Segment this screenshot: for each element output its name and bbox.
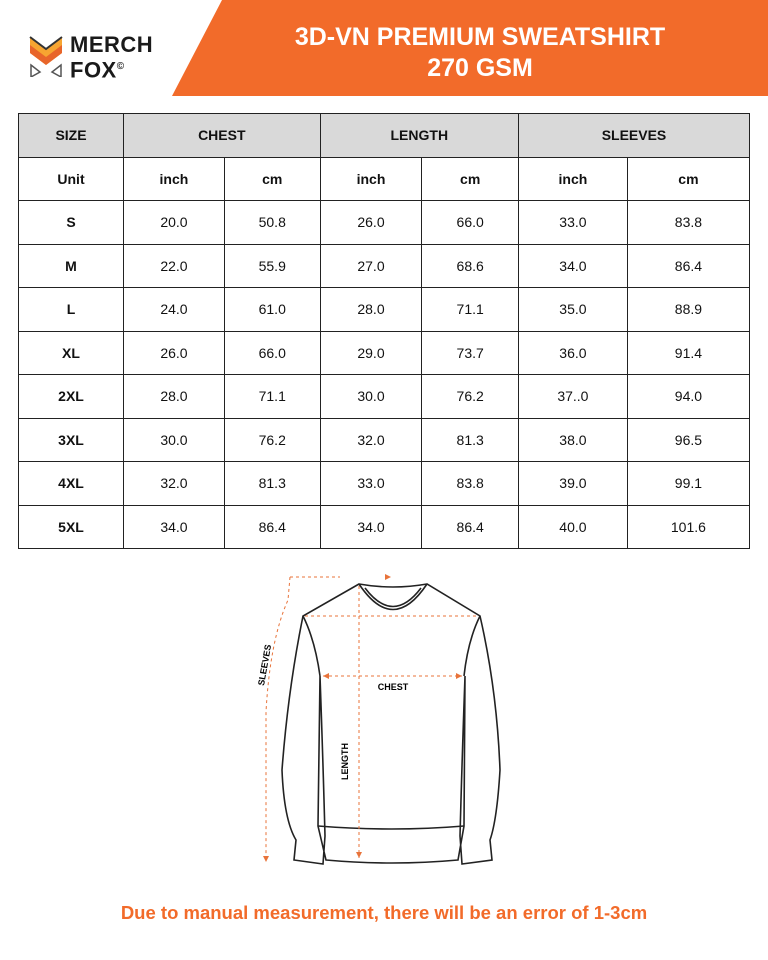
brand-line-2: FOX bbox=[70, 57, 117, 83]
table-row: 4XL 32.0 81.3 33.0 83.8 39.0 99.1 bbox=[18, 461, 751, 506]
value-cell: 76.2 bbox=[223, 417, 321, 462]
value-cell: 22.0 bbox=[123, 243, 225, 288]
value-cell: 38.0 bbox=[517, 417, 628, 462]
value-cell: 34.0 bbox=[319, 504, 423, 549]
merch-fox-logo-icon bbox=[29, 36, 63, 77]
length-label: LENGTH bbox=[340, 743, 350, 780]
sweatshirt-outline bbox=[281, 583, 501, 865]
value-cell: 27.0 bbox=[319, 243, 423, 288]
unit-cell: inch bbox=[517, 156, 628, 201]
value-cell: 71.1 bbox=[421, 287, 519, 332]
header-chest: CHEST bbox=[123, 113, 321, 158]
value-cell: 26.0 bbox=[319, 200, 423, 245]
value-cell: 28.0 bbox=[123, 374, 225, 419]
value-cell: 40.0 bbox=[517, 504, 628, 549]
value-cell: 68.6 bbox=[421, 243, 519, 288]
value-cell: 30.0 bbox=[123, 417, 225, 462]
unit-cell: cm bbox=[626, 156, 751, 201]
value-cell: 28.0 bbox=[319, 287, 423, 332]
value-cell: 96.5 bbox=[626, 417, 751, 462]
value-cell: 26.0 bbox=[123, 330, 225, 375]
value-cell: 66.0 bbox=[421, 200, 519, 245]
title-line-1: 3D-VN PREMIUM SWEATSHIRT bbox=[294, 23, 666, 51]
table-row: XL 26.0 66.0 29.0 73.7 36.0 91.4 bbox=[18, 330, 751, 375]
group-header-row: SIZE CHEST LENGTH SLEEVES bbox=[18, 113, 751, 158]
value-cell: 34.0 bbox=[517, 243, 628, 288]
value-cell: 81.3 bbox=[421, 417, 519, 462]
table-row: 2XL 28.0 71.1 30.0 76.2 37..0 94.0 bbox=[18, 374, 751, 419]
value-cell: 86.4 bbox=[223, 504, 321, 549]
header-banner bbox=[172, 0, 768, 96]
unit-cell: cm bbox=[223, 156, 321, 201]
size-cell: XL bbox=[18, 330, 124, 375]
value-cell: 32.0 bbox=[123, 461, 225, 506]
header-size: SIZE bbox=[18, 113, 124, 158]
brand-name: MERCH FOX© bbox=[70, 34, 153, 81]
value-cell: 73.7 bbox=[421, 330, 519, 375]
value-cell: 91.4 bbox=[626, 330, 751, 375]
table-row: 3XL 30.0 76.2 32.0 81.3 38.0 96.5 bbox=[18, 417, 751, 462]
value-cell: 86.4 bbox=[421, 504, 519, 549]
value-cell: 34.0 bbox=[123, 504, 225, 549]
size-cell: 2XL bbox=[18, 374, 124, 419]
table-row: 5XL 34.0 86.4 34.0 86.4 40.0 101.6 bbox=[18, 504, 751, 549]
value-cell: 20.0 bbox=[123, 200, 225, 245]
value-cell: 76.2 bbox=[421, 374, 519, 419]
unit-cell: inch bbox=[319, 156, 423, 201]
title-line-2: 270 GSM bbox=[427, 54, 533, 82]
value-cell: 29.0 bbox=[319, 330, 423, 375]
value-cell: 83.8 bbox=[626, 200, 751, 245]
measurement-note: Due to manual measurement, there will be… bbox=[120, 902, 648, 923]
value-cell: 81.3 bbox=[223, 461, 321, 506]
sweatshirt-diagram: CHEST LENGTH SLEEVES bbox=[256, 574, 501, 865]
value-cell: 33.0 bbox=[319, 461, 423, 506]
table-row: S 20.0 50.8 26.0 66.0 33.0 83.8 bbox=[18, 200, 751, 245]
value-cell: 94.0 bbox=[626, 374, 751, 419]
chest-label: CHEST bbox=[378, 682, 409, 692]
value-cell: 55.9 bbox=[223, 243, 321, 288]
size-cell: L bbox=[18, 287, 124, 332]
size-cell: 5XL bbox=[18, 504, 124, 549]
table-row: L 24.0 61.0 28.0 71.1 35.0 88.9 bbox=[18, 287, 751, 332]
page-title: 3D-VN PREMIUM SWEATSHIRT 270 GSM bbox=[230, 22, 730, 84]
unit-cell: inch bbox=[123, 156, 225, 201]
unit-cell: Unit bbox=[18, 156, 124, 201]
value-cell: 71.1 bbox=[223, 374, 321, 419]
value-cell: 37..0 bbox=[517, 374, 628, 419]
value-cell: 33.0 bbox=[517, 200, 628, 245]
size-chart-table: SIZE CHEST LENGTH SLEEVES Unit inch cm i… bbox=[18, 113, 751, 549]
value-cell: 88.9 bbox=[626, 287, 751, 332]
header-sleeves: SLEEVES bbox=[517, 113, 751, 158]
table-row: M 22.0 55.9 27.0 68.6 34.0 86.4 bbox=[18, 243, 751, 288]
value-cell: 35.0 bbox=[517, 287, 628, 332]
value-cell: 36.0 bbox=[517, 330, 628, 375]
size-cell: M bbox=[18, 243, 124, 288]
copyright-mark: © bbox=[116, 61, 125, 72]
value-cell: 50.8 bbox=[223, 200, 321, 245]
value-cell: 66.0 bbox=[223, 330, 321, 375]
value-cell: 61.0 bbox=[223, 287, 321, 332]
size-cell: 3XL bbox=[18, 417, 124, 462]
value-cell: 39.0 bbox=[517, 461, 628, 506]
unit-row: Unit inch cm inch cm inch cm bbox=[18, 156, 751, 201]
size-cell: S bbox=[18, 200, 124, 245]
arrow-heads bbox=[263, 574, 462, 862]
value-cell: 24.0 bbox=[123, 287, 225, 332]
measurement-lines bbox=[265, 576, 478, 860]
value-cell: 30.0 bbox=[319, 374, 423, 419]
value-cell: 99.1 bbox=[626, 461, 751, 506]
value-cell: 32.0 bbox=[319, 417, 423, 462]
header-length: LENGTH bbox=[319, 113, 519, 158]
value-cell: 86.4 bbox=[626, 243, 751, 288]
value-cell: 101.6 bbox=[626, 504, 751, 549]
size-cell: 4XL bbox=[18, 461, 124, 506]
value-cell: 83.8 bbox=[421, 461, 519, 506]
unit-cell: cm bbox=[421, 156, 519, 201]
brand-line-1: MERCH bbox=[70, 32, 154, 57]
